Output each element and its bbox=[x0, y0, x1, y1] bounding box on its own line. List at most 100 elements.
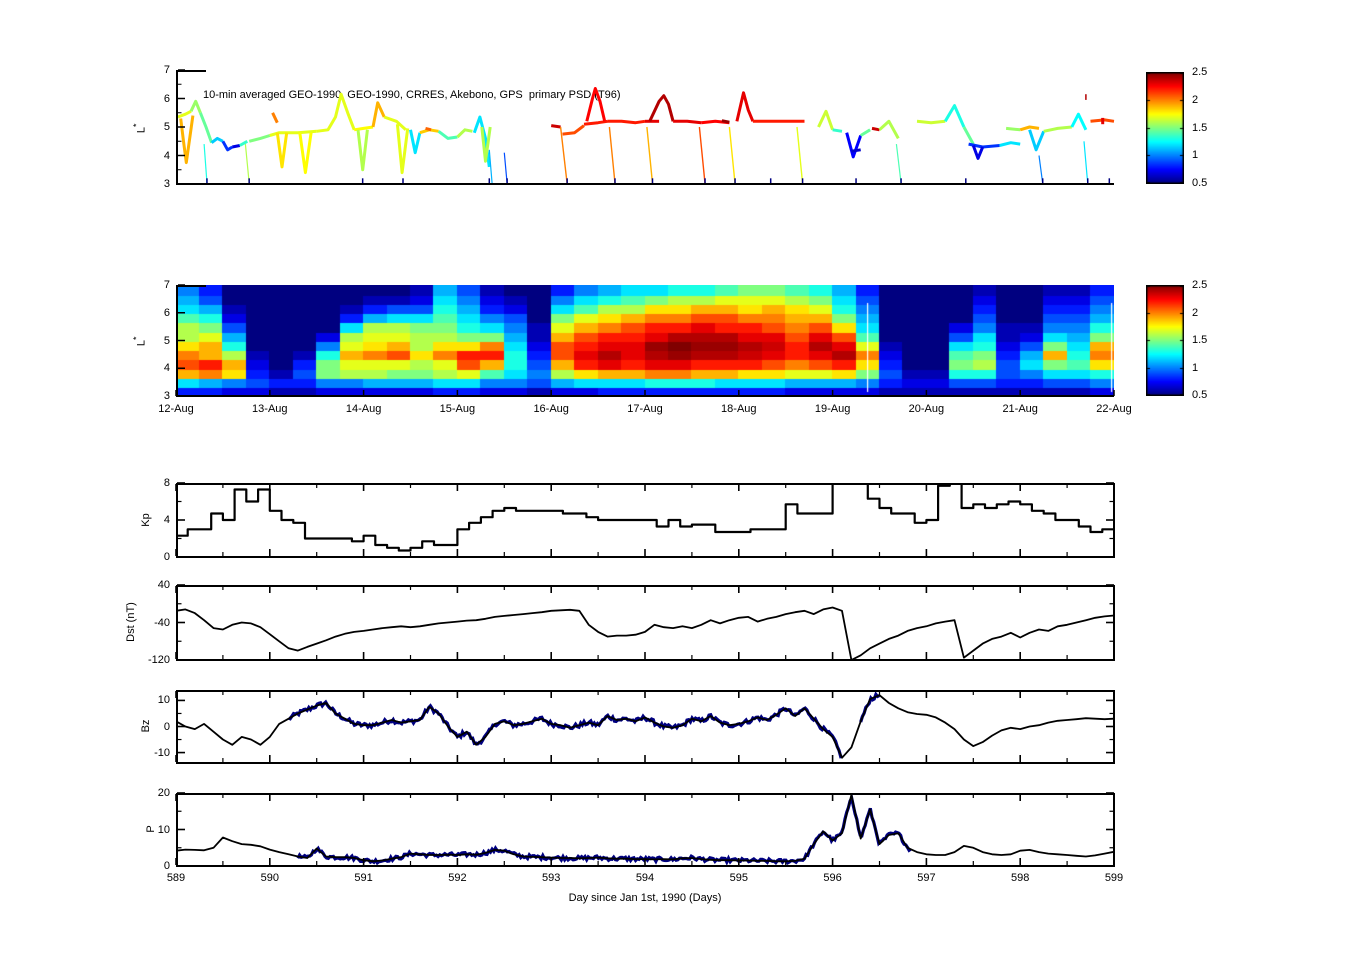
kp-ytick-label: 0 bbox=[163, 551, 170, 563]
colorbar-bottom-tick-label: 1 bbox=[1192, 361, 1199, 374]
scatter-title: 10-min averaged GEO-1990, GEO-1990, CRRE… bbox=[203, 89, 621, 101]
psd-track bbox=[480, 126, 492, 163]
psd-track bbox=[735, 91, 755, 122]
scatter-ytick-label: 3 bbox=[163, 178, 170, 190]
colorbar-top-tick-label: 0.5 bbox=[1192, 177, 1208, 189]
psd-track bbox=[409, 129, 422, 155]
psd-track bbox=[728, 126, 736, 184]
psd-track bbox=[550, 124, 561, 129]
psd-track bbox=[817, 109, 835, 131]
psd-track bbox=[916, 119, 946, 125]
bz-ytick-label: 10 bbox=[157, 694, 170, 707]
psd-track bbox=[356, 129, 369, 172]
p-series-group bbox=[176, 793, 1114, 866]
colorbar-top-tick-label: 2 bbox=[1192, 93, 1199, 106]
scatter-ytick-label: 5 bbox=[163, 121, 170, 133]
day-xtick-label: 595 bbox=[729, 872, 748, 884]
psd-track bbox=[269, 129, 317, 137]
heatmap-xtick-label: 19-Aug bbox=[814, 403, 851, 415]
bz-line bbox=[176, 694, 1114, 759]
psd-track bbox=[673, 119, 702, 125]
dst-ytick-label: -120 bbox=[147, 654, 170, 666]
bz-series-group bbox=[176, 691, 1114, 759]
psd-track bbox=[383, 115, 407, 131]
psd-track bbox=[371, 101, 386, 128]
heatmap-xtick-label: 16-Aug bbox=[533, 403, 569, 415]
heatmap-xtick-label: 17-Aug bbox=[627, 403, 663, 415]
heatmap-ytick-label: 7 bbox=[163, 279, 170, 291]
heatmap-xtick-label: 13-Aug bbox=[252, 403, 288, 415]
heatmap-ytick-label: 3 bbox=[163, 390, 170, 402]
psd-track bbox=[1070, 112, 1088, 131]
psd-track bbox=[316, 92, 356, 133]
dst-ytick-label: 40 bbox=[157, 579, 170, 591]
psd-track bbox=[271, 112, 279, 124]
psd-scatter-panel bbox=[176, 69, 1115, 185]
colorbar-top-tick-label: 1 bbox=[1192, 149, 1199, 162]
psd-track bbox=[395, 124, 410, 175]
psd-track bbox=[871, 126, 880, 132]
psd-track bbox=[199, 112, 214, 144]
psd-track bbox=[488, 149, 493, 184]
kp-panel bbox=[175, 482, 1115, 558]
day-xtick-label: 596 bbox=[823, 872, 842, 884]
bz-ytick-label: 0 bbox=[163, 720, 170, 733]
x-axis-label: Day since Jan 1st, 1990 (Days) bbox=[568, 892, 722, 904]
psd-track bbox=[177, 109, 192, 119]
kp-series-group bbox=[176, 483, 1114, 552]
psd-track bbox=[1005, 126, 1021, 132]
psd-track bbox=[562, 124, 585, 136]
bz-overlay-line bbox=[287, 699, 843, 759]
psd-track bbox=[503, 152, 508, 184]
heatmap-ytick-label: 5 bbox=[163, 334, 170, 347]
p-panel bbox=[175, 792, 1115, 867]
psd-track bbox=[943, 104, 966, 128]
heatmap-ytick-label: 4 bbox=[163, 362, 170, 375]
psd-track bbox=[962, 126, 975, 145]
panel-frame bbox=[176, 585, 1115, 661]
day-xtick-label: 598 bbox=[1011, 872, 1030, 884]
psd-track bbox=[210, 136, 224, 144]
heatmap-ytick-label: 6 bbox=[163, 306, 170, 319]
psd-track bbox=[275, 132, 289, 169]
psd-track bbox=[832, 128, 843, 133]
psd-track bbox=[1090, 118, 1115, 123]
day-xtick-label: 599 bbox=[1104, 872, 1124, 884]
psd-track bbox=[895, 144, 902, 184]
kp-ytick-label: 4 bbox=[163, 514, 170, 526]
colorbar-bottom-tick-label: 2.5 bbox=[1192, 279, 1208, 291]
dst-line bbox=[176, 606, 1114, 660]
psd-track bbox=[239, 139, 249, 147]
psd-track bbox=[608, 126, 616, 184]
day-xtick-label: 591 bbox=[354, 872, 373, 884]
scatter-ytick-label: 7 bbox=[163, 64, 170, 76]
heatmap-xtick-label: 18-Aug bbox=[721, 403, 757, 415]
day-xtick-label: 594 bbox=[635, 872, 655, 884]
psd-track bbox=[189, 99, 202, 114]
colorbar-top-tick-label: 1.5 bbox=[1192, 121, 1208, 134]
heatmap-xtick-label: 21-Aug bbox=[1002, 403, 1038, 415]
psd-track bbox=[971, 144, 985, 160]
psd-track bbox=[1019, 125, 1040, 132]
psd-track bbox=[437, 130, 458, 140]
day-xtick-label: 590 bbox=[260, 872, 279, 884]
dst-ytick-label: -40 bbox=[154, 616, 170, 629]
psd-track bbox=[648, 94, 675, 122]
day-xtick-label: 592 bbox=[448, 872, 467, 884]
p-overlay-line bbox=[296, 793, 912, 866]
psd-track bbox=[425, 126, 432, 132]
p-ytick-label: 0 bbox=[163, 860, 170, 872]
colorbar-top-tick-label: 2.5 bbox=[1192, 66, 1208, 78]
psd-track bbox=[248, 134, 271, 143]
day-xtick-label: 593 bbox=[542, 872, 561, 884]
psd-track bbox=[607, 119, 646, 125]
psd-track bbox=[698, 126, 706, 184]
psd-track bbox=[221, 140, 234, 152]
heatmap-xtick-label: 20-Aug bbox=[908, 403, 945, 415]
scatter-ytick-label: 4 bbox=[163, 149, 170, 162]
psd-track bbox=[851, 148, 861, 153]
psd-track bbox=[298, 132, 313, 175]
heatmap-xtick-label: 22-Aug bbox=[1096, 403, 1132, 415]
colorbar-bottom-tick-label: 2 bbox=[1192, 306, 1199, 319]
psd-track bbox=[721, 119, 730, 124]
